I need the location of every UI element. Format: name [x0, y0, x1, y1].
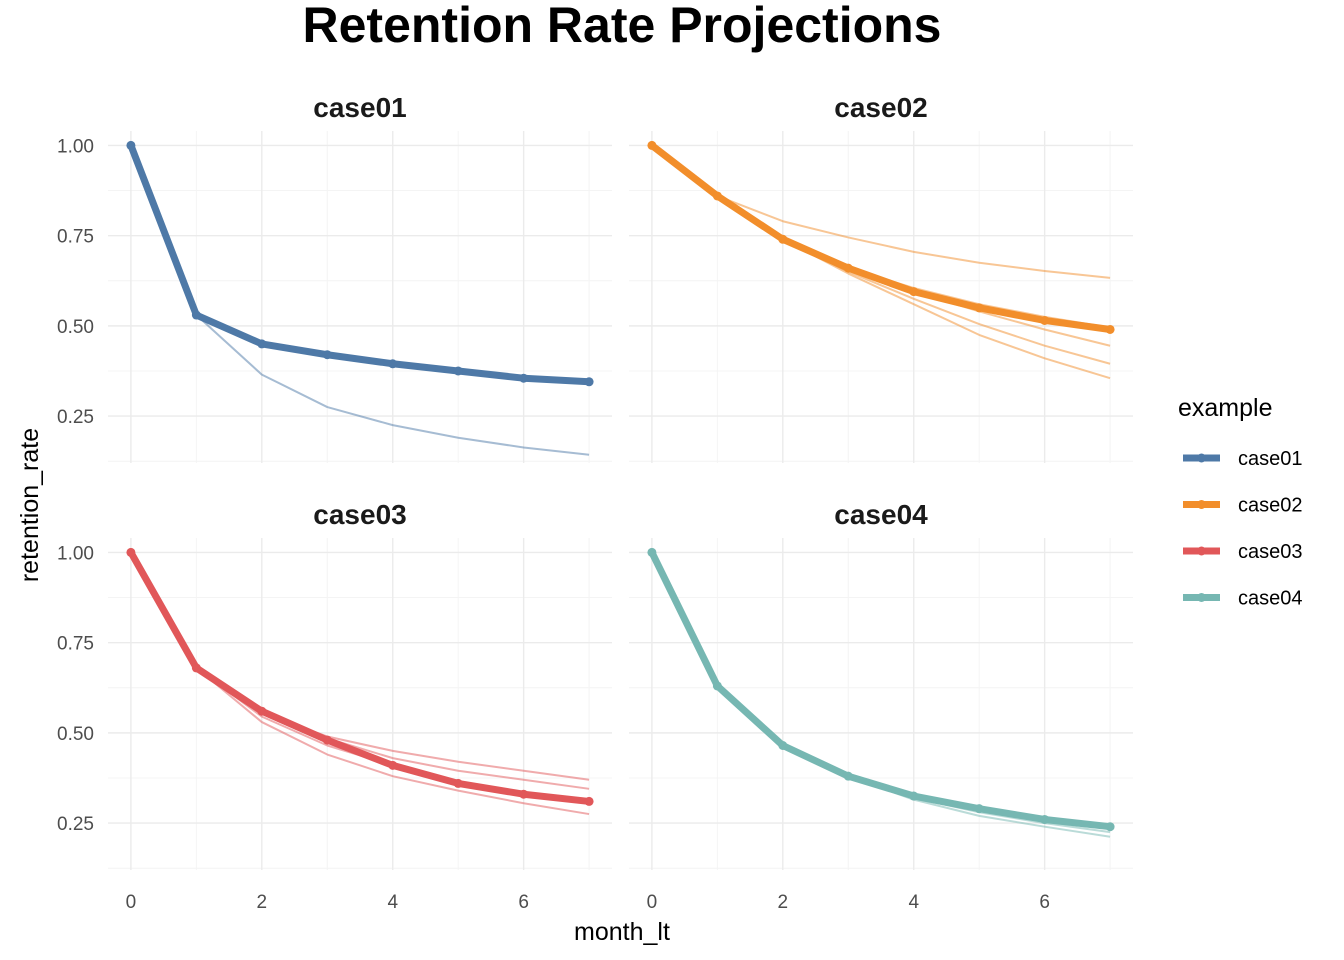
data-point-case03 — [257, 706, 267, 716]
data-point-case03 — [388, 760, 398, 770]
data-point-case04 — [778, 741, 788, 750]
legend-label: case04 — [1238, 588, 1303, 610]
y-tick-label: 1.00 — [57, 543, 94, 564]
data-point-case01 — [584, 377, 594, 387]
data-point-case03 — [584, 796, 594, 806]
legend-key-point — [1197, 500, 1206, 509]
y-axis-title: retention_rate — [16, 428, 44, 582]
legend-entry-case04: case04 — [1183, 588, 1303, 610]
legend-key-point — [1197, 593, 1206, 602]
legend-key-point — [1197, 546, 1206, 556]
x-axis-title: month_lt — [574, 918, 670, 946]
panel-case04: case04 0 2 4 6 — [629, 499, 1133, 913]
data-point-case01 — [257, 339, 267, 349]
y-tick-label: 0.75 — [57, 634, 94, 655]
legend-entry-case03: case03 — [1183, 541, 1303, 563]
panel-case02: case02 — [629, 92, 1133, 463]
projection-line-case01 — [195, 314, 590, 456]
data-point-case04 — [647, 547, 657, 557]
data-point-case04 — [909, 791, 919, 801]
strip-title-case02: case02 — [834, 92, 927, 123]
x-tick-label: 4 — [387, 892, 398, 913]
data-point-case04 — [1040, 814, 1050, 824]
legend: example case01 case02 case03 case04 — [1178, 394, 1303, 610]
data-point-case03 — [453, 778, 463, 788]
data-point-case02 — [843, 263, 853, 273]
chart-title: Retention Rate Projections — [303, 0, 942, 53]
data-point-case04 — [843, 771, 853, 781]
panel-case01: case01 0.25 0.50 0.75 1.00 — [57, 92, 612, 463]
data-point-case01 — [126, 140, 136, 150]
data-point-case03 — [126, 547, 136, 557]
panel-case03: case03 0.25 0.50 0.75 1.00 0 2 4 6 — [57, 499, 612, 913]
data-point-case01 — [453, 366, 463, 376]
data-point-case04 — [1105, 822, 1115, 832]
series-line-case03 — [127, 548, 593, 805]
series-line-case02 — [648, 141, 1114, 333]
data-point-case02 — [1040, 315, 1050, 325]
x-tick-label: 4 — [908, 892, 919, 913]
x-tick-label: 2 — [257, 892, 268, 913]
data-point-case01 — [191, 310, 201, 320]
data-point-case02 — [1105, 324, 1115, 334]
series-line-case04 — [648, 548, 1114, 831]
legend-key-point — [1197, 453, 1206, 463]
data-point-case03 — [519, 789, 529, 799]
legend-entry-case02: case02 — [1183, 495, 1303, 517]
data-point-case01 — [388, 359, 398, 369]
data-point-case03 — [191, 663, 201, 673]
projection-line-case02 — [717, 195, 1111, 279]
y-tick-label: 0.50 — [57, 724, 94, 745]
data-point-case02 — [974, 303, 984, 313]
data-point-case02 — [909, 287, 919, 297]
x-tick-label: 2 — [778, 892, 789, 913]
strip-title-case03: case03 — [313, 499, 406, 530]
data-point-case01 — [519, 373, 529, 383]
y-tick-label: 1.00 — [57, 136, 94, 157]
legend-entry-case01: case01 — [1183, 448, 1303, 470]
series-line-case01 — [127, 141, 593, 386]
y-tick-label: 0.25 — [57, 407, 94, 428]
data-point-case04 — [974, 804, 984, 814]
x-tick-label: 0 — [126, 892, 137, 913]
projection-line-case03 — [195, 667, 590, 816]
data-point-case02 — [647, 140, 657, 150]
strip-title-case04: case04 — [834, 499, 928, 530]
legend-label: case03 — [1238, 541, 1303, 563]
y-tick-label: 0.25 — [57, 814, 94, 835]
facet-panels: case01 0.25 0.50 0.75 1.00 case02 case03 0.25 0.… — [57, 92, 1133, 913]
x-tick-label: 6 — [518, 892, 529, 913]
x-tick-label: 0 — [647, 892, 658, 913]
strip-title-case01: case01 — [313, 92, 406, 123]
legend-label: case01 — [1238, 448, 1303, 470]
data-point-case02 — [778, 234, 788, 244]
data-point-case03 — [322, 735, 332, 745]
x-tick-label: 6 — [1039, 892, 1050, 913]
data-point-case02 — [712, 191, 722, 201]
data-point-case04 — [712, 681, 722, 691]
legend-title: example — [1178, 394, 1273, 422]
y-tick-label: 0.75 — [57, 227, 94, 248]
data-point-case01 — [322, 350, 332, 360]
legend-label: case02 — [1238, 495, 1303, 517]
y-tick-label: 0.50 — [57, 317, 94, 338]
